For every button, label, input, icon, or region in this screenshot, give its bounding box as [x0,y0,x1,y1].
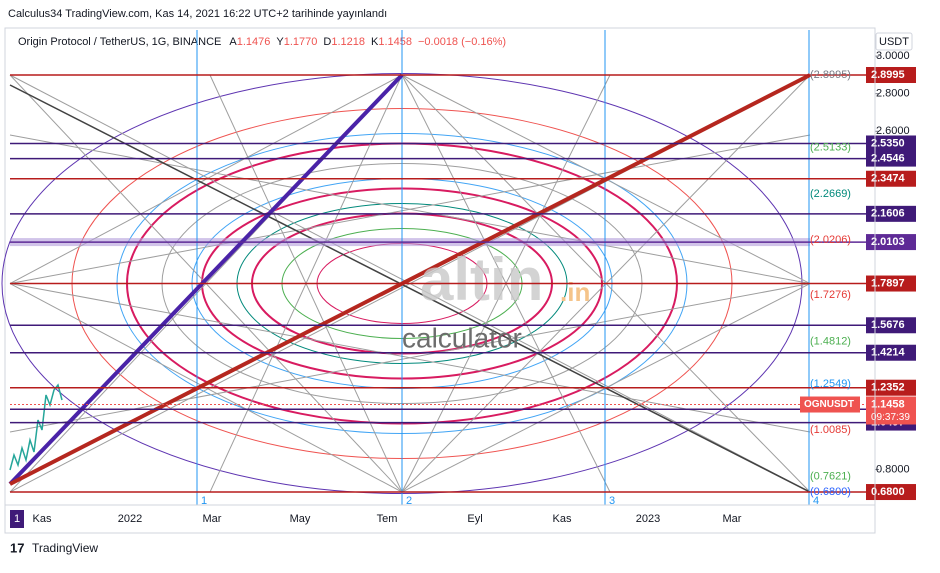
fib-label: (0.7621) [810,471,851,483]
level-label: 1.4214 [871,347,906,359]
ohlc-value: 1.1458 [378,36,412,48]
y-tick-label: 2.8000 [876,88,910,100]
level-box [866,379,916,396]
watermark-tld: .in [560,277,590,307]
level-box [866,170,916,187]
fib-time-label: 2 [406,495,412,507]
level-label: 2.8995 [871,69,905,81]
x-tick-label: 2022 [118,513,142,525]
x-tick-label: Mar [723,513,742,525]
level-box [866,344,916,361]
footer: TradingView [32,541,98,555]
fib-time-label: 4 [813,495,819,507]
ohlc-key: Y [276,36,284,48]
price-label: 1.1458 [871,398,905,410]
countdown: 09:37:39 [871,412,910,423]
legend: Origin Protocol / TetherUS, 1G, BINANCE A… [18,36,506,48]
level-label: 1.7897 [871,277,905,289]
fan-line [9,134,811,285]
x-tick-label: Mar [203,513,222,525]
badge: 1 [14,513,20,525]
currency[interactable]: USDT [879,36,909,48]
ohlc-value: 1.1770 [284,36,318,48]
level-label: 0.6800 [871,486,905,498]
level-label: 1.2352 [871,382,905,394]
fib-label: (2.5133) [810,141,851,153]
watermark-sub: calculator [402,322,522,353]
x-tick-label: Kas [33,513,52,525]
level-box [866,135,916,152]
level-box [866,275,916,292]
x-tick-label: May [290,513,311,525]
ohlc-value: 1.1476 [237,36,271,48]
fib-label: (0.6800) [810,486,851,498]
trend-line [9,84,811,493]
symbol-label: OGNUSDT [804,399,854,410]
level-box [866,205,916,222]
ohlc-key: A [229,36,237,48]
ohlc-key: K [371,36,379,48]
level-label: 2.0103 [871,236,905,248]
fib-label: (1.4812) [810,335,851,347]
symbol-box [800,396,860,413]
fib-label: (1.7276) [810,289,851,301]
badge-box [10,510,24,528]
published: Calculus34 TradingView.com, Kas 14, 2021… [8,8,387,20]
x-tick-label: Kas [553,513,572,525]
ohlc-value: 1.1218 [331,36,365,48]
fan-line [9,283,811,433]
fib-label: (2.0206) [810,234,851,246]
overlay: 1 2 3 4 altin .in calculator 3.0000 2.8000 2.6000… [10,50,916,528]
level-label: 2.4546 [871,153,905,165]
change: −0.0018 (−0.16%) [418,36,506,48]
y-tick-label: 3.0000 [876,50,910,62]
level-label: 2.5350 [871,137,905,149]
level-label: 2.1606 [871,208,905,220]
footer-logo: 17 [10,540,24,555]
fib-label: (2.8995) [810,69,851,81]
fib-time-label: 3 [609,495,615,507]
level-box [866,150,916,167]
symbol: Origin Protocol / TetherUS, 1G, BINANCE [18,36,221,48]
fib-label: (1.2549) [810,378,851,390]
level-box [866,317,916,334]
fib-label: (2.2669) [810,188,851,200]
x-tick-label: 2023 [636,513,660,525]
price-line [9,383,63,471]
level-box [866,67,916,84]
ohlc-key: D [323,36,331,48]
level-box [866,484,916,501]
level-label: 1.5676 [871,319,905,331]
level-box [866,234,916,251]
x-tick-label: Tem [377,513,398,525]
y-tick-label: 2.6000 [876,125,910,137]
currency-button[interactable] [875,32,913,51]
x-tick-label: Eyl [467,513,482,525]
y-tick-label: 0.8000 [876,463,910,475]
price-box [866,396,916,425]
watermark-brand: altin [420,246,543,313]
level-label: 2.3474 [871,173,906,185]
fib-time-label: 1 [201,495,207,507]
fib-label: (1.0085) [810,424,851,436]
